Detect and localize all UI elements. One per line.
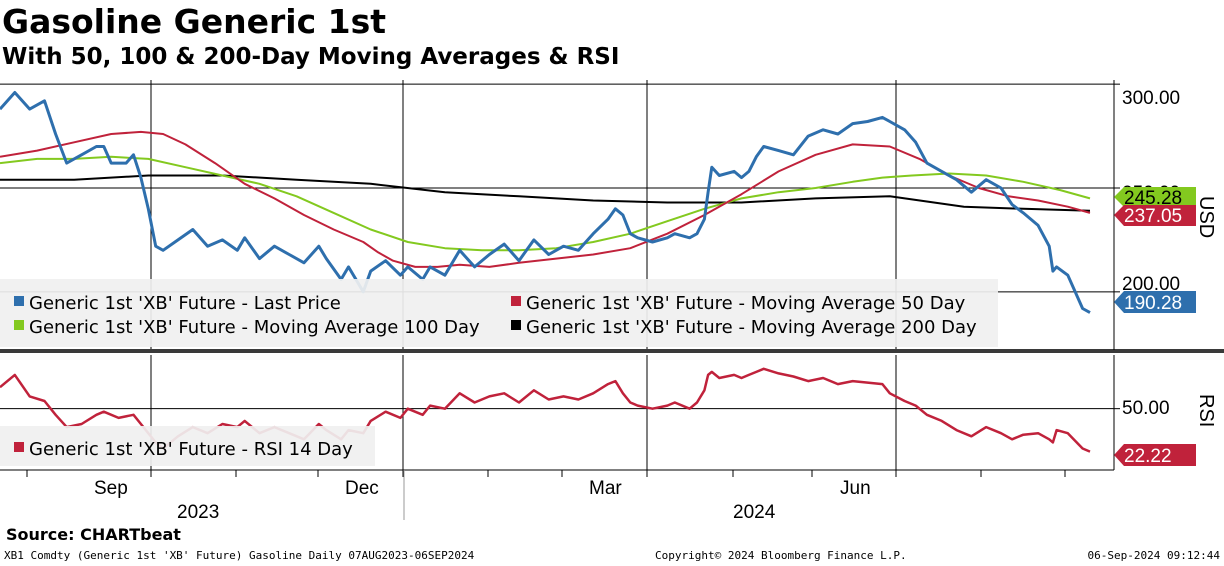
x-tick-label-dec: Dec (345, 478, 379, 499)
legend-swatch-rsi (14, 442, 24, 452)
last-value-rsi: 22.22 (1124, 446, 1172, 467)
legend-label-ma50: Generic 1st 'XB' Future - Moving Average… (526, 293, 966, 314)
footer-timestamp: 06-Sep-2024 09:12:44 (1087, 549, 1220, 562)
rsi-legend: Generic 1st 'XB' Future - RSI 14 Day (0, 426, 375, 466)
legend-label-ma100: Generic 1st 'XB' Future - Moving Average… (29, 317, 480, 338)
series-line-ma200 (0, 174, 1091, 212)
rsi-tick-label: 50.00 (1122, 398, 1170, 419)
x-tick-label-jun: Jun (840, 478, 871, 499)
legend-swatch-ma50 (511, 296, 521, 306)
last-value-tag-ma100: 245.28 (1114, 187, 1196, 209)
last-value-tag-price: 190.28 (1114, 291, 1196, 314)
price-series (0, 91, 1091, 314)
footer-ticker-info: XB1 Comdty (Generic 1st 'XB' Future) Gas… (4, 549, 475, 562)
legend-swatch-ma200 (511, 320, 521, 330)
series-line-last-price (0, 91, 1091, 314)
legend-label-price: Generic 1st 'XB' Future - Last Price (29, 293, 341, 314)
series-line-ma50 (0, 130, 1091, 268)
price-axis-title: USD (1195, 196, 1217, 238)
chart-title: Gasoline Generic 1st (2, 2, 387, 41)
last-value-tag-rsi: 22.22 (1114, 444, 1196, 467)
last-value-price: 190.28 (1124, 293, 1182, 314)
price-tick-label: 300.00 (1122, 88, 1180, 109)
x-tick-label-sep: Sep (94, 478, 128, 499)
chart-area: 300.00 250.00 200.00 50.00 USD RSI 245.2… (0, 80, 1224, 520)
chart-subtitle: With 50, 100 & 200-Day Moving Averages &… (2, 44, 620, 70)
series-line-ma100 (0, 155, 1091, 252)
price-legend: Generic 1st 'XB' Future - Last Price Gen… (0, 279, 998, 347)
legend-label-rsi: Generic 1st 'XB' Future - RSI 14 Day (29, 439, 353, 460)
last-value-ma100: 245.28 (1124, 188, 1182, 209)
price-tick-label: 200.00 (1122, 274, 1180, 295)
footer-copyright: Copyright© 2024 Bloomberg Finance L.P. (655, 549, 907, 562)
x-year-label-2024: 2024 (733, 502, 776, 520)
x-tick-label-mar: Mar (589, 478, 622, 499)
last-value-tag-ma50: 237.05 (1114, 205, 1196, 227)
rsi-grid (0, 355, 1120, 477)
x-year-label-2023: 2023 (177, 502, 219, 520)
legend-swatch-ma100 (14, 320, 24, 330)
legend-swatch-price (14, 296, 24, 306)
legend-label-ma200: Generic 1st 'XB' Future - Moving Average… (526, 317, 977, 338)
source-note: Source: CHARTbeat (6, 525, 181, 544)
rsi-axis-title: RSI (1195, 394, 1217, 427)
last-value-ma50: 237.05 (1124, 206, 1182, 227)
